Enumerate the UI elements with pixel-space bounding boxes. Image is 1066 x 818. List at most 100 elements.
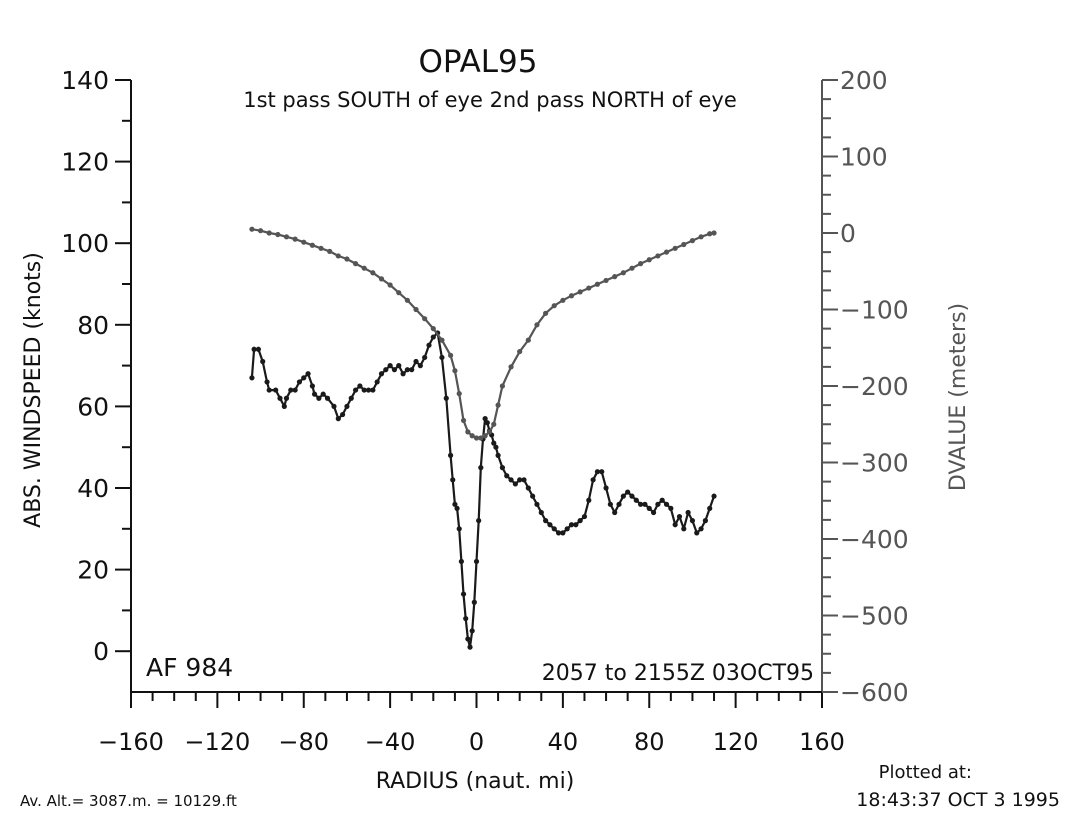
windspeed-point xyxy=(417,363,423,369)
windspeed-point xyxy=(249,375,255,381)
windspeed-point xyxy=(413,358,419,365)
dvalue-point xyxy=(378,276,385,282)
windspeed-point xyxy=(586,497,592,503)
dvalue-point xyxy=(525,337,531,343)
windspeed-point xyxy=(495,452,501,458)
windspeed-point xyxy=(374,379,380,385)
y2-tick-label: −600 xyxy=(840,678,909,707)
windspeed-point xyxy=(555,530,562,536)
altitude-note: Av. Alt.= 3087.m. = 10129.ft xyxy=(20,792,237,810)
windspeed-point xyxy=(577,518,583,524)
windspeed-point xyxy=(443,395,449,401)
y2-tick-label: −300 xyxy=(840,449,909,478)
windspeed-point xyxy=(361,387,367,393)
windspeed-point xyxy=(357,383,363,389)
windspeed-point xyxy=(547,522,553,528)
dvalue-point xyxy=(361,265,367,271)
windspeed-point xyxy=(681,526,687,532)
dvalue-point xyxy=(283,234,290,240)
series-layer xyxy=(249,226,717,650)
y-tick-label: 60 xyxy=(77,392,109,421)
dvalue-point xyxy=(594,281,601,287)
y-tick-label: 20 xyxy=(77,556,109,585)
x-axis-label: RADIUS (naut. mi) xyxy=(376,769,575,794)
windspeed-point xyxy=(525,485,531,491)
windspeed-point xyxy=(538,509,544,516)
dvalue-point xyxy=(465,429,471,435)
dvalue-point xyxy=(499,383,506,389)
windspeed-point xyxy=(447,452,454,458)
windspeed-point xyxy=(508,477,514,483)
windspeed-point xyxy=(301,375,307,381)
y-axis-label: ABS. WINDSPEED (knots) xyxy=(21,252,46,528)
dvalue-point xyxy=(469,433,475,439)
dvalue-point xyxy=(344,256,350,262)
windspeed-point xyxy=(560,530,566,536)
windspeed-point xyxy=(689,518,696,524)
windspeed-point xyxy=(551,526,557,532)
windspeed-point xyxy=(616,501,622,507)
dvalue-point xyxy=(456,391,462,397)
windspeed-point xyxy=(404,367,410,373)
dvalue-point xyxy=(517,348,523,355)
y2-tick-label: −100 xyxy=(840,296,909,325)
windspeed-point xyxy=(340,411,346,418)
windspeed-point xyxy=(370,387,376,393)
dvalue-point xyxy=(689,238,696,244)
windspeed-point xyxy=(484,420,490,426)
y-tick-label: 0 xyxy=(93,637,109,666)
y2-axis-label: DVALUE (meters) xyxy=(946,303,971,491)
dvalue-point xyxy=(707,231,713,237)
windspeed-point xyxy=(465,636,471,642)
dvalue-point xyxy=(257,228,264,234)
x-tick-label: 80 xyxy=(634,728,665,756)
windspeed-point xyxy=(251,346,257,352)
windspeed-point xyxy=(283,395,290,401)
windspeed-point xyxy=(458,558,464,565)
dvalue-point xyxy=(586,285,592,291)
dvalue-point xyxy=(534,322,540,328)
windspeed-point xyxy=(663,501,670,507)
dvalue-point xyxy=(404,297,410,303)
windspeed-point xyxy=(331,403,337,409)
dvalue-point xyxy=(551,303,557,309)
windspeed-point xyxy=(672,522,678,528)
windspeed-point xyxy=(305,371,311,377)
windspeed-point xyxy=(512,481,518,487)
dvalue-point xyxy=(439,337,445,343)
windspeed-point xyxy=(273,387,279,393)
dvalue-point xyxy=(508,364,514,370)
dvalue-point xyxy=(681,241,687,248)
dvalue-point xyxy=(447,352,454,358)
windspeed-point xyxy=(426,342,432,348)
x-tick-label: −120 xyxy=(184,728,250,756)
windspeed-point xyxy=(694,530,700,536)
windspeed-point xyxy=(521,477,527,483)
dvalue-line xyxy=(251,228,715,440)
x-tick-label: −80 xyxy=(278,728,329,756)
windspeed-point xyxy=(365,387,372,393)
windspeed-point xyxy=(711,493,717,499)
windspeed-point xyxy=(260,358,266,365)
windspeed-point xyxy=(659,497,665,503)
windspeed-point xyxy=(476,518,482,524)
windspeed-point xyxy=(396,363,402,369)
windspeed-point xyxy=(599,469,605,475)
dvalue-point xyxy=(396,290,402,296)
dvalue-point xyxy=(495,402,501,408)
windspeed-point xyxy=(391,367,398,373)
dvalue-point xyxy=(413,306,419,313)
windspeed-point xyxy=(255,346,262,352)
plotted-at-time: 18:43:37 OCT 3 1995 xyxy=(856,789,1060,811)
dvalue-point xyxy=(543,310,549,316)
windspeed-point xyxy=(311,391,318,397)
windspeed-point xyxy=(409,367,415,373)
dvalue-point xyxy=(460,417,467,424)
windspeed-point xyxy=(517,477,523,483)
windspeed-point xyxy=(668,505,674,511)
windspeed-point xyxy=(594,469,601,475)
windspeed-point xyxy=(344,403,350,409)
y-tick-label: 100 xyxy=(61,229,109,258)
windspeed-point xyxy=(430,334,436,340)
windspeed-point xyxy=(452,501,458,507)
